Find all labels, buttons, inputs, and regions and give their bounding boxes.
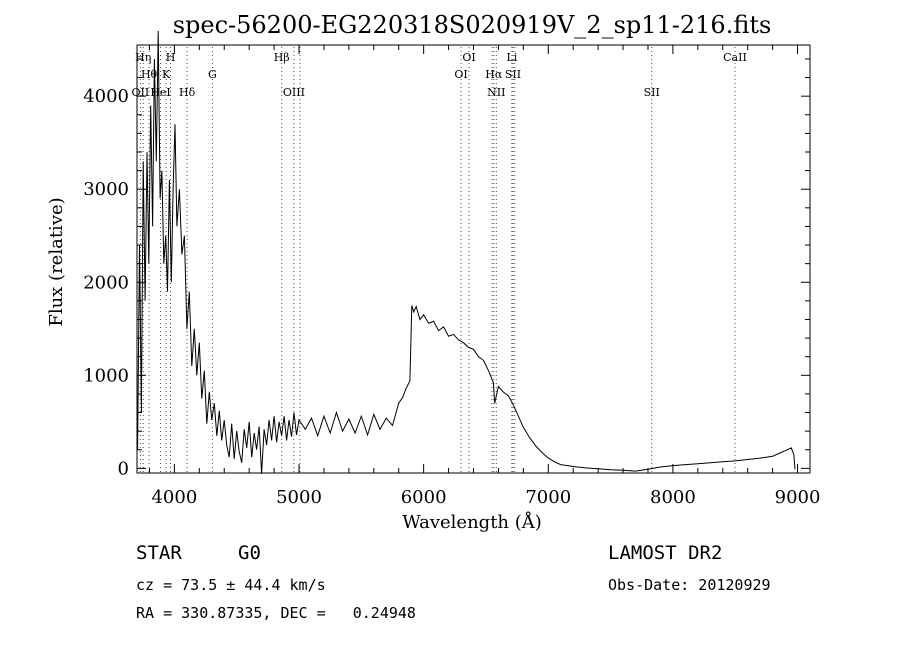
spectral-line-label: Li (506, 51, 517, 64)
spectral-line-label: Hη (135, 51, 151, 64)
y-tick-label: 3000 (83, 179, 129, 200)
spectral-line-label: Hα (485, 68, 503, 81)
spectral-line-label: OII (132, 86, 150, 99)
y-axis-label: Flux (relative) (46, 197, 67, 326)
x-axis-label: Wavelength (Å) (402, 511, 542, 533)
spectral-line-label: HeI (150, 86, 170, 99)
y-tick-label: 2000 (83, 272, 129, 293)
plot-frame (136, 44, 811, 474)
chart-title: spec-56200-EG220318S020919V_2_sp11-216.f… (173, 11, 772, 39)
spectral-line-label: SII (505, 68, 521, 81)
x-tick-label: 9000 (775, 487, 821, 508)
y-axis-ticks: 0 1000 2000 3000 4000 (83, 58, 810, 479)
spectrum-line (137, 30, 796, 474)
y-tick-label: 4000 (83, 86, 129, 107)
x-tick-label: 4000 (151, 487, 197, 508)
spectral-line-label: SII (644, 86, 660, 99)
sky-coordinates: RA = 330.87335, DEC = 0.24948 (136, 604, 416, 622)
x-axis-ticks: 4000 5000 6000 7000 8000 9000 (148, 45, 821, 508)
x-tick-label: 7000 (525, 487, 571, 508)
spectral-line-label: NII (487, 86, 505, 99)
spectral-line-label: OI (454, 68, 467, 81)
redshift-velocity: cz = 73.5 ± 44.4 km/s (136, 576, 326, 594)
spectral-line-label: OIII (283, 86, 305, 99)
spectral-line-label: Hβ (274, 51, 290, 64)
survey-name: LAMOST DR2 (608, 542, 723, 564)
x-tick-label: 5000 (276, 487, 322, 508)
y-tick-label: 1000 (83, 365, 129, 386)
spectral-line-label: CaII (723, 51, 747, 64)
observation-date: Obs-Date: 20120929 (608, 576, 771, 594)
spectral-line-label: OI (462, 51, 475, 64)
x-tick-label: 8000 (650, 487, 696, 508)
object-subclass: G0 (238, 542, 261, 564)
spectral-line-markers: OII Hη Hθ HeI KH Hδ G Hβ OIII OI OI Hα NII Li SII SII Ca… (132, 47, 747, 473)
spectral-line-label: H (166, 51, 176, 64)
spectral-line-label: K (162, 68, 171, 81)
spectral-line-label: Hδ (179, 86, 196, 99)
spectral-line-label: G (208, 68, 217, 81)
y-tick-label: 0 (118, 458, 129, 479)
x-tick-label: 6000 (401, 487, 447, 508)
spectral-line-label: Hθ (141, 68, 158, 81)
object-class: STAR (136, 542, 182, 564)
